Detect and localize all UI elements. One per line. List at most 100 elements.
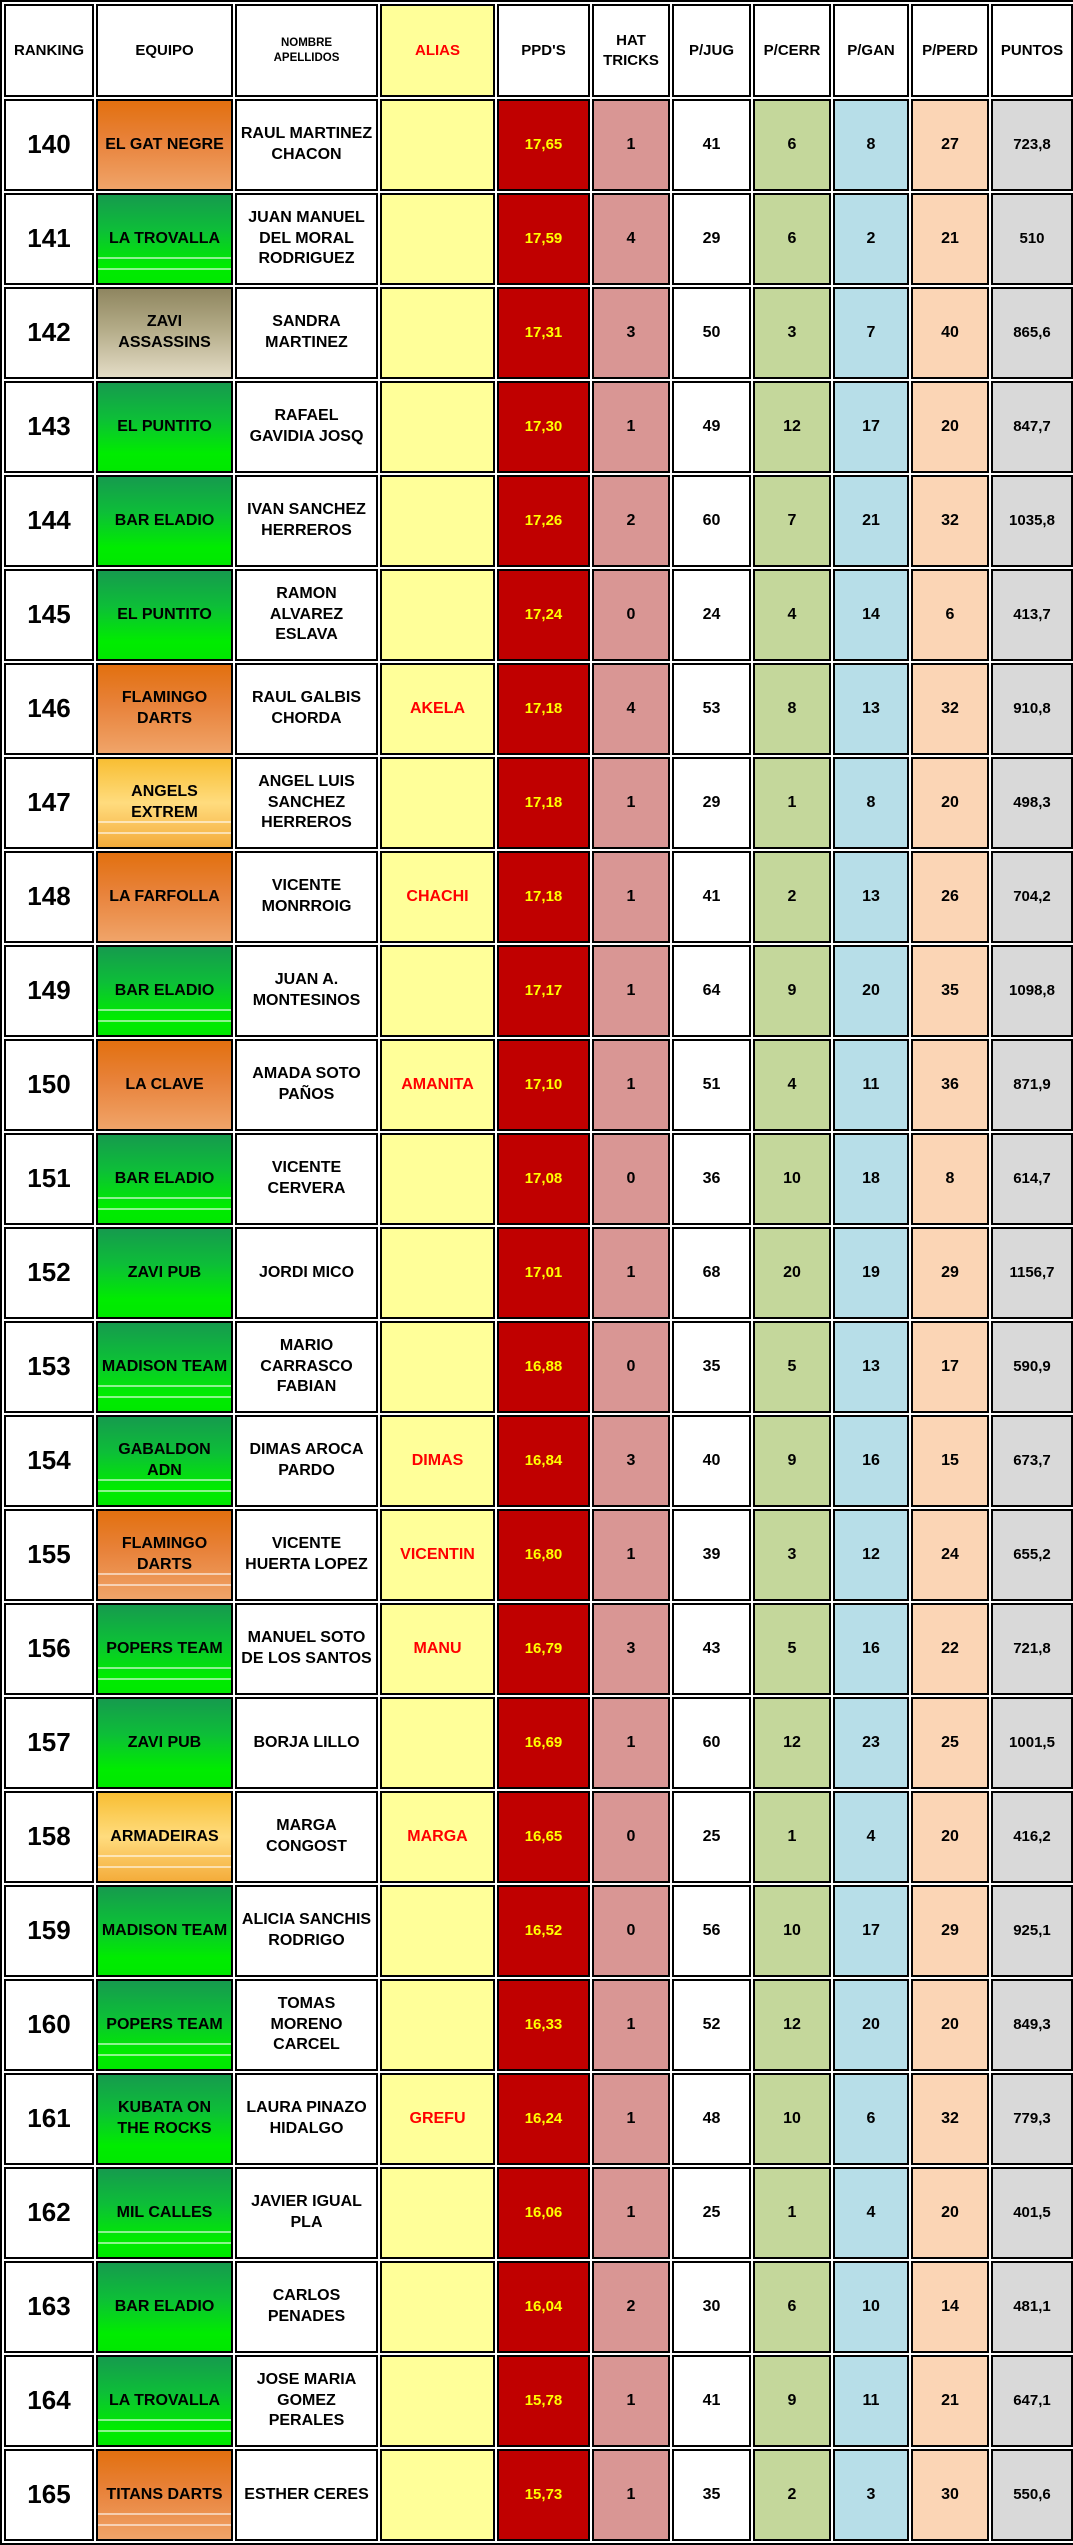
cell-puntos: 1156,7 (991, 1227, 1073, 1319)
cell-puntos: 779,3 (991, 2073, 1073, 2165)
table-row: 159 MADISON TEAM ALICIA SANCHIS RODRIGO … (4, 1885, 1073, 1977)
table-row: 142 ZAVI ASSASSINS SANDRA MARTINEZ 17,31… (4, 287, 1073, 379)
header-ppds: PPD'S (497, 4, 590, 97)
cell-p-jug: 41 (672, 99, 751, 191)
cell-equipo: ZAVI ASSASSINS (96, 287, 233, 379)
cell-ranking: 143 (4, 381, 94, 473)
cell-alias (380, 2355, 495, 2447)
table-row: 148 LA FARFOLLA VICENTE MONRROIG CHACHI … (4, 851, 1073, 943)
cell-puntos: 413,7 (991, 569, 1073, 661)
cell-puntos: 847,7 (991, 381, 1073, 473)
cell-equipo: EL PUNTITO (96, 381, 233, 473)
cell-p-cerr: 10 (753, 1133, 831, 1225)
table-row: 140 EL GAT NEGRE RAUL MARTINEZ CHACON 17… (4, 99, 1073, 191)
cell-p-jug: 41 (672, 2355, 751, 2447)
cell-ppds: 16,88 (497, 1321, 590, 1413)
cell-p-jug: 39 (672, 1509, 751, 1601)
cell-equipo: FLAMINGO DARTS (96, 1509, 233, 1601)
cell-nombre-apellidos: JORDI MICO (235, 1227, 378, 1319)
cell-puntos: 550,6 (991, 2449, 1073, 2541)
cell-p-jug: 41 (672, 851, 751, 943)
cell-ranking: 153 (4, 1321, 94, 1413)
table-row: 162 MIL CALLES JAVIER IGUAL PLA 16,06 1 … (4, 2167, 1073, 2259)
cell-p-gan: 7 (833, 287, 909, 379)
cell-p-jug: 25 (672, 1791, 751, 1883)
cell-alias (380, 1979, 495, 2071)
header-p-perd: P/PERD (911, 4, 989, 97)
cell-alias (380, 287, 495, 379)
cell-p-cerr: 5 (753, 1321, 831, 1413)
cell-p-jug: 43 (672, 1603, 751, 1695)
cell-p-perd: 6 (911, 569, 989, 661)
cell-ranking: 144 (4, 475, 94, 567)
cell-p-perd: 14 (911, 2261, 989, 2353)
cell-ranking: 160 (4, 1979, 94, 2071)
cell-p-gan: 13 (833, 1321, 909, 1413)
cell-ranking: 156 (4, 1603, 94, 1695)
table-row: 151 BAR ELADIO VICENTE CERVERA 17,08 0 3… (4, 1133, 1073, 1225)
cell-hat-tricks: 1 (592, 2449, 670, 2541)
cell-equipo: MADISON TEAM (96, 1885, 233, 1977)
cell-equipo: LA TROVALLA (96, 2355, 233, 2447)
cell-p-gan: 2 (833, 193, 909, 285)
cell-p-gan: 14 (833, 569, 909, 661)
cell-p-perd: 32 (911, 2073, 989, 2165)
cell-equipo: ARMADEIRAS (96, 1791, 233, 1883)
cell-p-cerr: 20 (753, 1227, 831, 1319)
cell-nombre-apellidos: RAMON ALVAREZ ESLAVA (235, 569, 378, 661)
cell-p-cerr: 4 (753, 1039, 831, 1131)
cell-hat-tricks: 1 (592, 1697, 670, 1789)
cell-p-jug: 60 (672, 475, 751, 567)
table-row: 150 LA CLAVE AMADA SOTO PAÑOS AMANITA 17… (4, 1039, 1073, 1131)
cell-nombre-apellidos: RAFAEL GAVIDIA JOSQ (235, 381, 378, 473)
cell-p-cerr: 1 (753, 757, 831, 849)
cell-hat-tricks: 4 (592, 193, 670, 285)
cell-puntos: 416,2 (991, 1791, 1073, 1883)
table-row: 152 ZAVI PUB JORDI MICO 17,01 1 68 20 19… (4, 1227, 1073, 1319)
header-row: RANKING EQUIPO NOMBRE APELLIDOS ALIAS PP… (4, 4, 1073, 97)
cell-ranking: 155 (4, 1509, 94, 1601)
cell-hat-tricks: 3 (592, 1603, 670, 1695)
cell-p-gan: 12 (833, 1509, 909, 1601)
cell-p-perd: 22 (911, 1603, 989, 1695)
cell-p-gan: 16 (833, 1603, 909, 1695)
cell-p-perd: 20 (911, 2167, 989, 2259)
cell-puntos: 673,7 (991, 1415, 1073, 1507)
cell-p-gan: 4 (833, 1791, 909, 1883)
cell-p-gan: 11 (833, 2355, 909, 2447)
cell-p-gan: 8 (833, 99, 909, 191)
cell-equipo: TITANS DARTS (96, 2449, 233, 2541)
cell-p-perd: 32 (911, 475, 989, 567)
cell-p-jug: 36 (672, 1133, 751, 1225)
table-row: 156 POPERS TEAM MANUEL SOTO DE LOS SANTO… (4, 1603, 1073, 1695)
cell-p-gan: 18 (833, 1133, 909, 1225)
cell-p-perd: 29 (911, 1885, 989, 1977)
cell-equipo: GABALDON ADN (96, 1415, 233, 1507)
cell-nombre-apellidos: IVAN SANCHEZ HERREROS (235, 475, 378, 567)
cell-p-jug: 60 (672, 1697, 751, 1789)
cell-puntos: 721,8 (991, 1603, 1073, 1695)
cell-ranking: 150 (4, 1039, 94, 1131)
cell-p-gan: 10 (833, 2261, 909, 2353)
cell-hat-tricks: 0 (592, 1791, 670, 1883)
cell-p-perd: 35 (911, 945, 989, 1037)
cell-p-jug: 56 (672, 1885, 751, 1977)
cell-p-cerr: 12 (753, 381, 831, 473)
cell-p-cerr: 3 (753, 1509, 831, 1601)
cell-alias: CHACHI (380, 851, 495, 943)
cell-p-perd: 17 (911, 1321, 989, 1413)
cell-p-cerr: 9 (753, 2355, 831, 2447)
cell-p-gan: 17 (833, 381, 909, 473)
cell-equipo: ZAVI PUB (96, 1697, 233, 1789)
cell-p-cerr: 6 (753, 2261, 831, 2353)
cell-nombre-apellidos: VICENTE HUERTA LOPEZ (235, 1509, 378, 1601)
cell-p-cerr: 10 (753, 1885, 831, 1977)
cell-p-cerr: 1 (753, 2167, 831, 2259)
cell-nombre-apellidos: TOMAS MORENO CARCEL (235, 1979, 378, 2071)
cell-ppds: 17,24 (497, 569, 590, 661)
cell-nombre-apellidos: VICENTE CERVERA (235, 1133, 378, 1225)
cell-alias: DIMAS (380, 1415, 495, 1507)
cell-alias (380, 193, 495, 285)
cell-hat-tricks: 1 (592, 1039, 670, 1131)
